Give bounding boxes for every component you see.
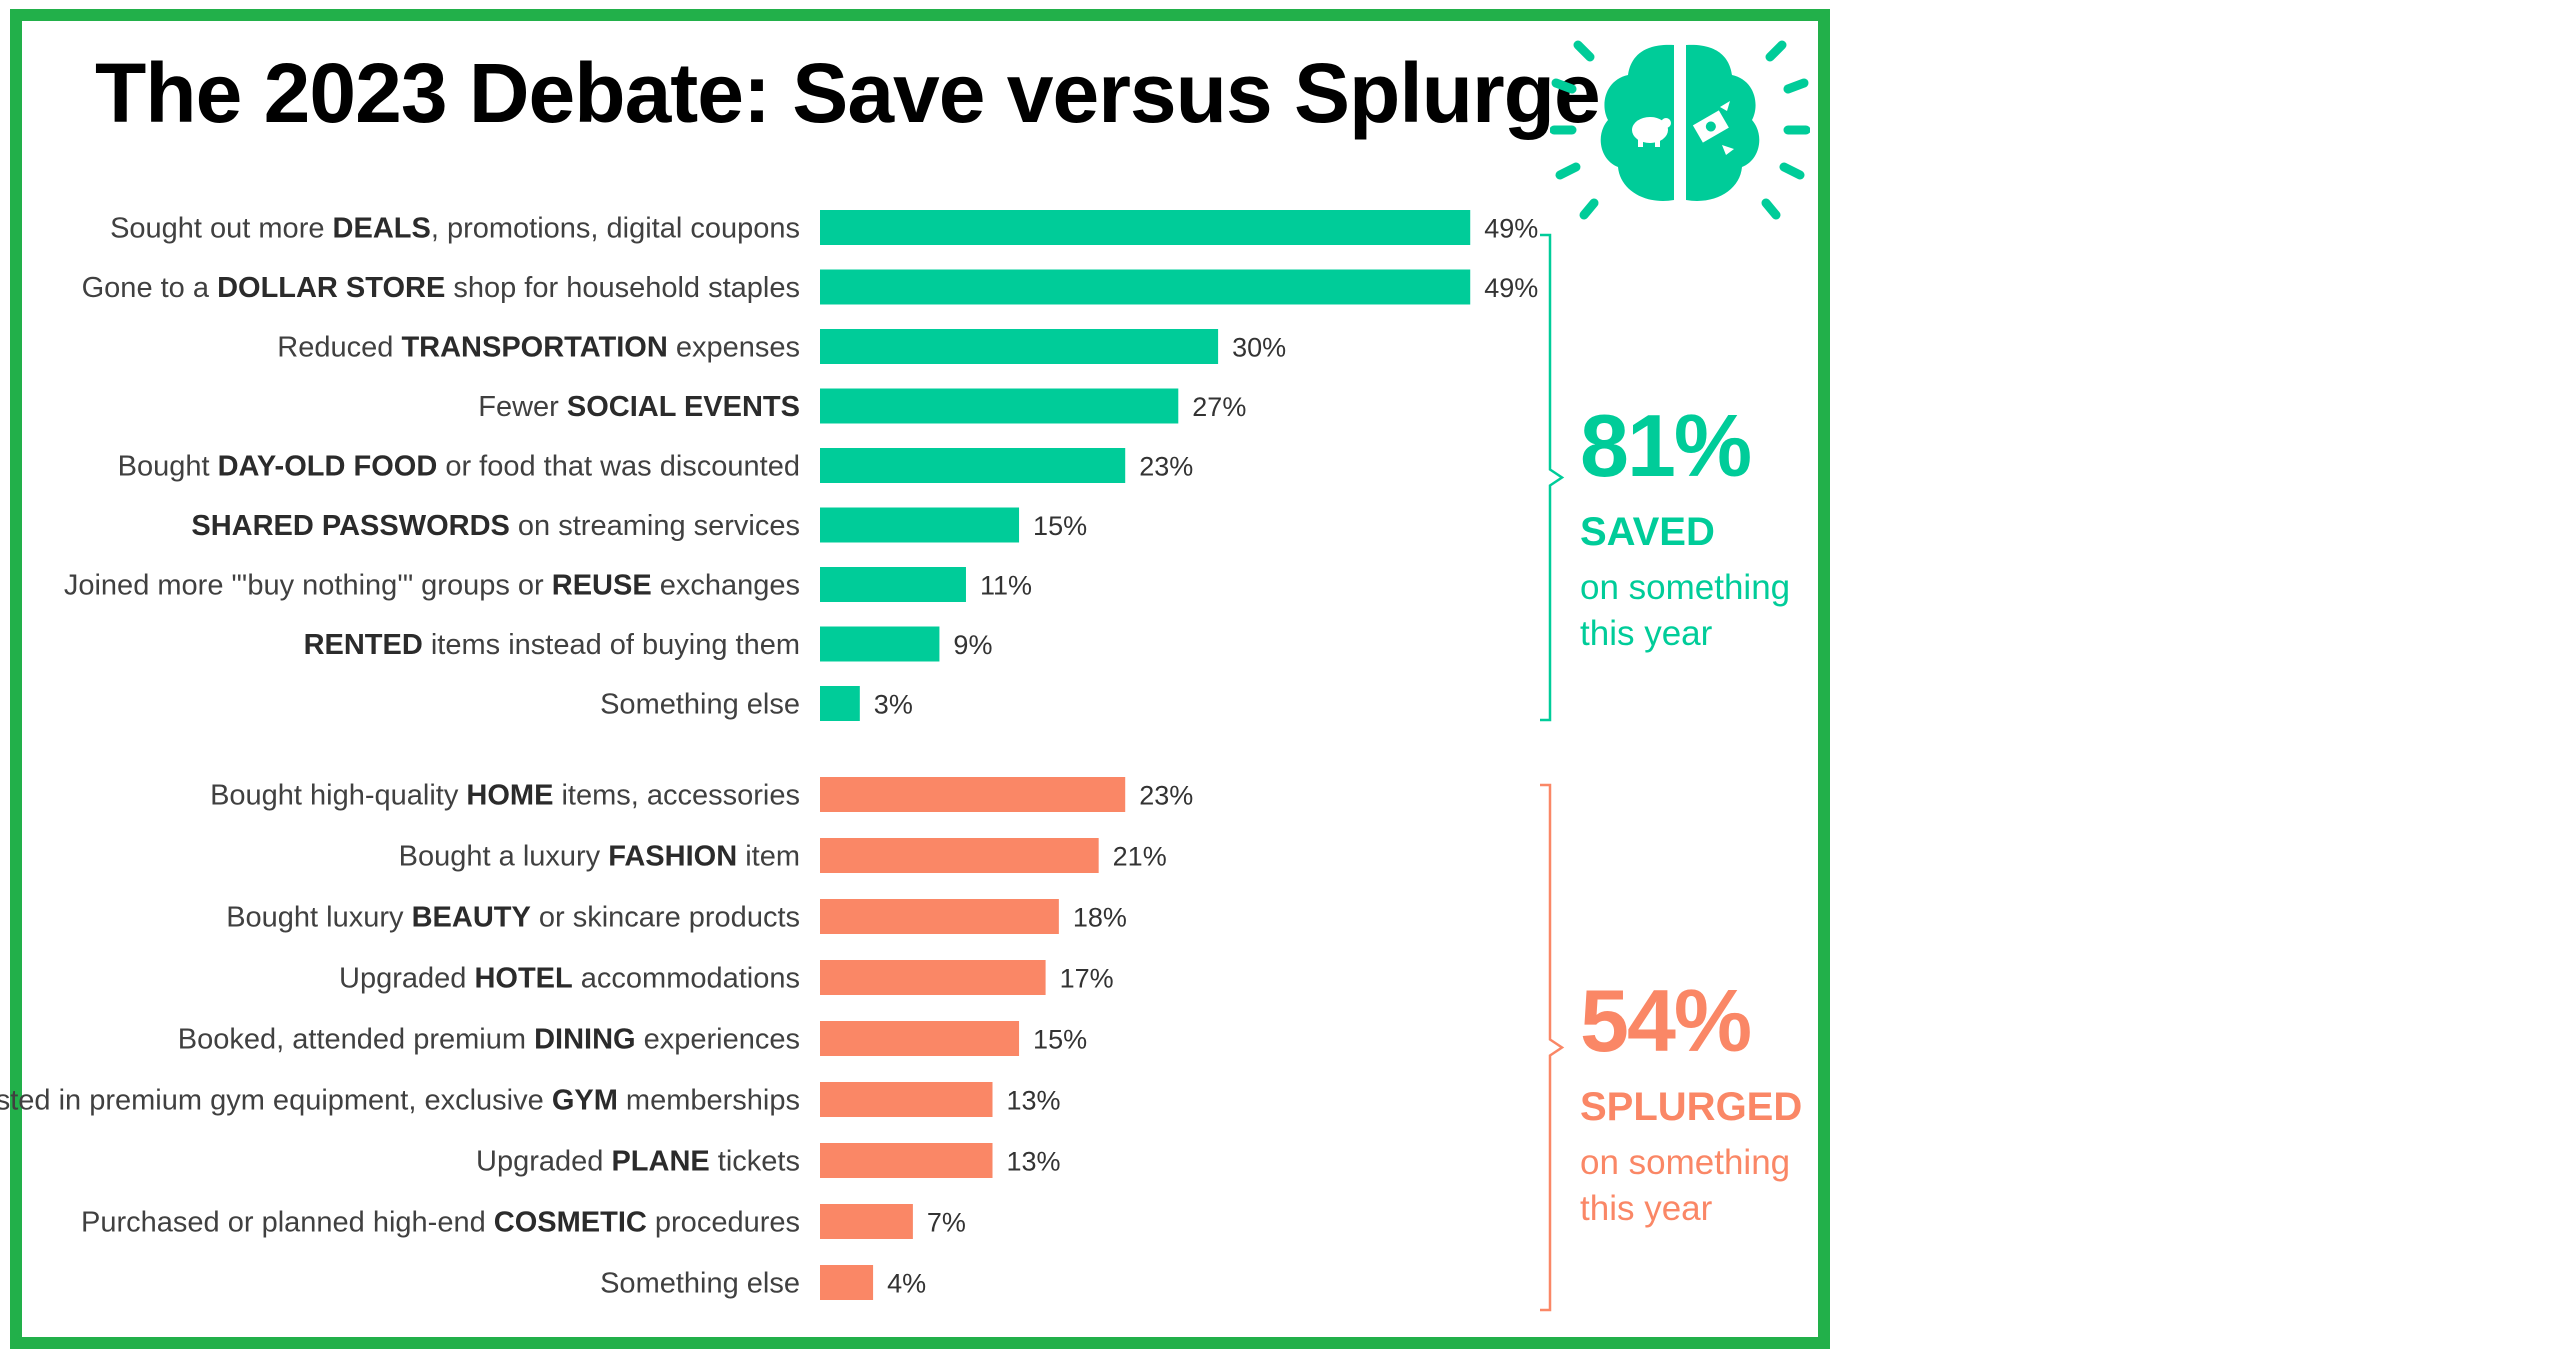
save-bar (820, 686, 860, 721)
save-value-label: 23% (1139, 452, 1193, 482)
splurge-value-label: 15% (1033, 1025, 1087, 1055)
splurge-category-label: Bought luxury BEAUTY or skincare product… (226, 902, 800, 934)
save-category-label: SHARED PASSWORDS on streaming services (191, 510, 800, 542)
save-value-label: 27% (1192, 392, 1246, 422)
splurge-summary-subtitle: on something this year (1580, 1143, 1791, 1228)
splurge-value-label: 17% (1060, 964, 1114, 994)
save-value-label: 15% (1033, 511, 1087, 541)
splurge-value-label: 21% (1113, 842, 1167, 872)
brain-piggybank-money-icon (1550, 40, 1810, 220)
splurge-category-label: Something else (600, 1268, 800, 1300)
save-category-label: Gone to a DOLLAR STORE shop for househol… (82, 272, 800, 304)
save-bar (820, 210, 1471, 245)
save-value-label: 3% (874, 690, 913, 720)
splurge-bar (820, 777, 1126, 812)
splurge-value-label: 4% (887, 1269, 926, 1299)
splurge-category-label: Invested in premium gym equipment, exclu… (0, 1085, 800, 1117)
save-value-label: 49% (1484, 214, 1538, 244)
splurge-value-label: 13% (1007, 1086, 1061, 1116)
splurge-bar (820, 899, 1059, 934)
save-bar (820, 567, 966, 602)
splurge-bar (820, 1143, 993, 1178)
save-category-label: Something else (600, 689, 800, 721)
splurge-bracket (1540, 783, 1565, 1312)
save-category-label: Reduced TRANSPORTATION expenses (277, 332, 800, 364)
save-value-label: 49% (1484, 273, 1538, 303)
splurge-category-label: Upgraded PLANE tickets (476, 1146, 800, 1178)
splurge-summary-percent: 54% (1580, 971, 1752, 1070)
save-value-label: 30% (1232, 333, 1286, 363)
splurge-bar (820, 838, 1099, 873)
splurge-value-label: 7% (927, 1208, 966, 1238)
chart-title: The 2023 Debate: Save versus Splurge (95, 46, 1601, 140)
splurge-summary-word: SPLURGED (1580, 1085, 1803, 1129)
splurge-value-label: 18% (1073, 903, 1127, 933)
splurge-bar (820, 960, 1046, 995)
save-summary-word: SAVED (1580, 510, 1715, 554)
splurge-bar (820, 1204, 913, 1239)
save-bracket (1540, 233, 1565, 722)
save-category-label: Bought DAY-OLD FOOD or food that was dis… (118, 451, 800, 483)
splurge-bar (820, 1265, 874, 1300)
save-category-label: Sought out more DEALS, promotions, digit… (110, 213, 800, 245)
splurge-category-label: Bought a luxury FASHION item (399, 841, 800, 873)
save-category-label: RENTED items instead of buying them (304, 629, 800, 661)
save-summary-percent: 81% (1580, 396, 1752, 495)
save-bar (820, 448, 1126, 483)
splurge-category-label: Booked, attended premium DINING experien… (178, 1024, 800, 1056)
splurge-category-label: Purchased or planned high-end COSMETIC p… (81, 1207, 800, 1239)
save-value-label: 11% (980, 571, 1032, 601)
splurge-category-label: Upgraded HOTEL accommodations (339, 963, 800, 995)
splurge-value-label: 13% (1007, 1147, 1061, 1177)
save-value-label: 9% (953, 630, 992, 660)
save-bar (820, 329, 1219, 364)
splurge-bar (820, 1082, 993, 1117)
save-bar (820, 269, 1471, 305)
splurge-category-label: Bought high-quality HOME items, accessor… (210, 780, 800, 812)
splurge-value-label: 23% (1139, 781, 1193, 811)
splurge-bar (820, 1021, 1020, 1056)
save-bar (820, 507, 1020, 543)
save-category-label: Joined more "'buy nothing'" groups or RE… (64, 570, 800, 602)
save-summary-subtitle: on something this year (1580, 568, 1791, 653)
save-bar (820, 626, 940, 662)
save-bar (820, 388, 1179, 424)
save-category-label: Fewer SOCIAL EVENTS (478, 391, 800, 423)
